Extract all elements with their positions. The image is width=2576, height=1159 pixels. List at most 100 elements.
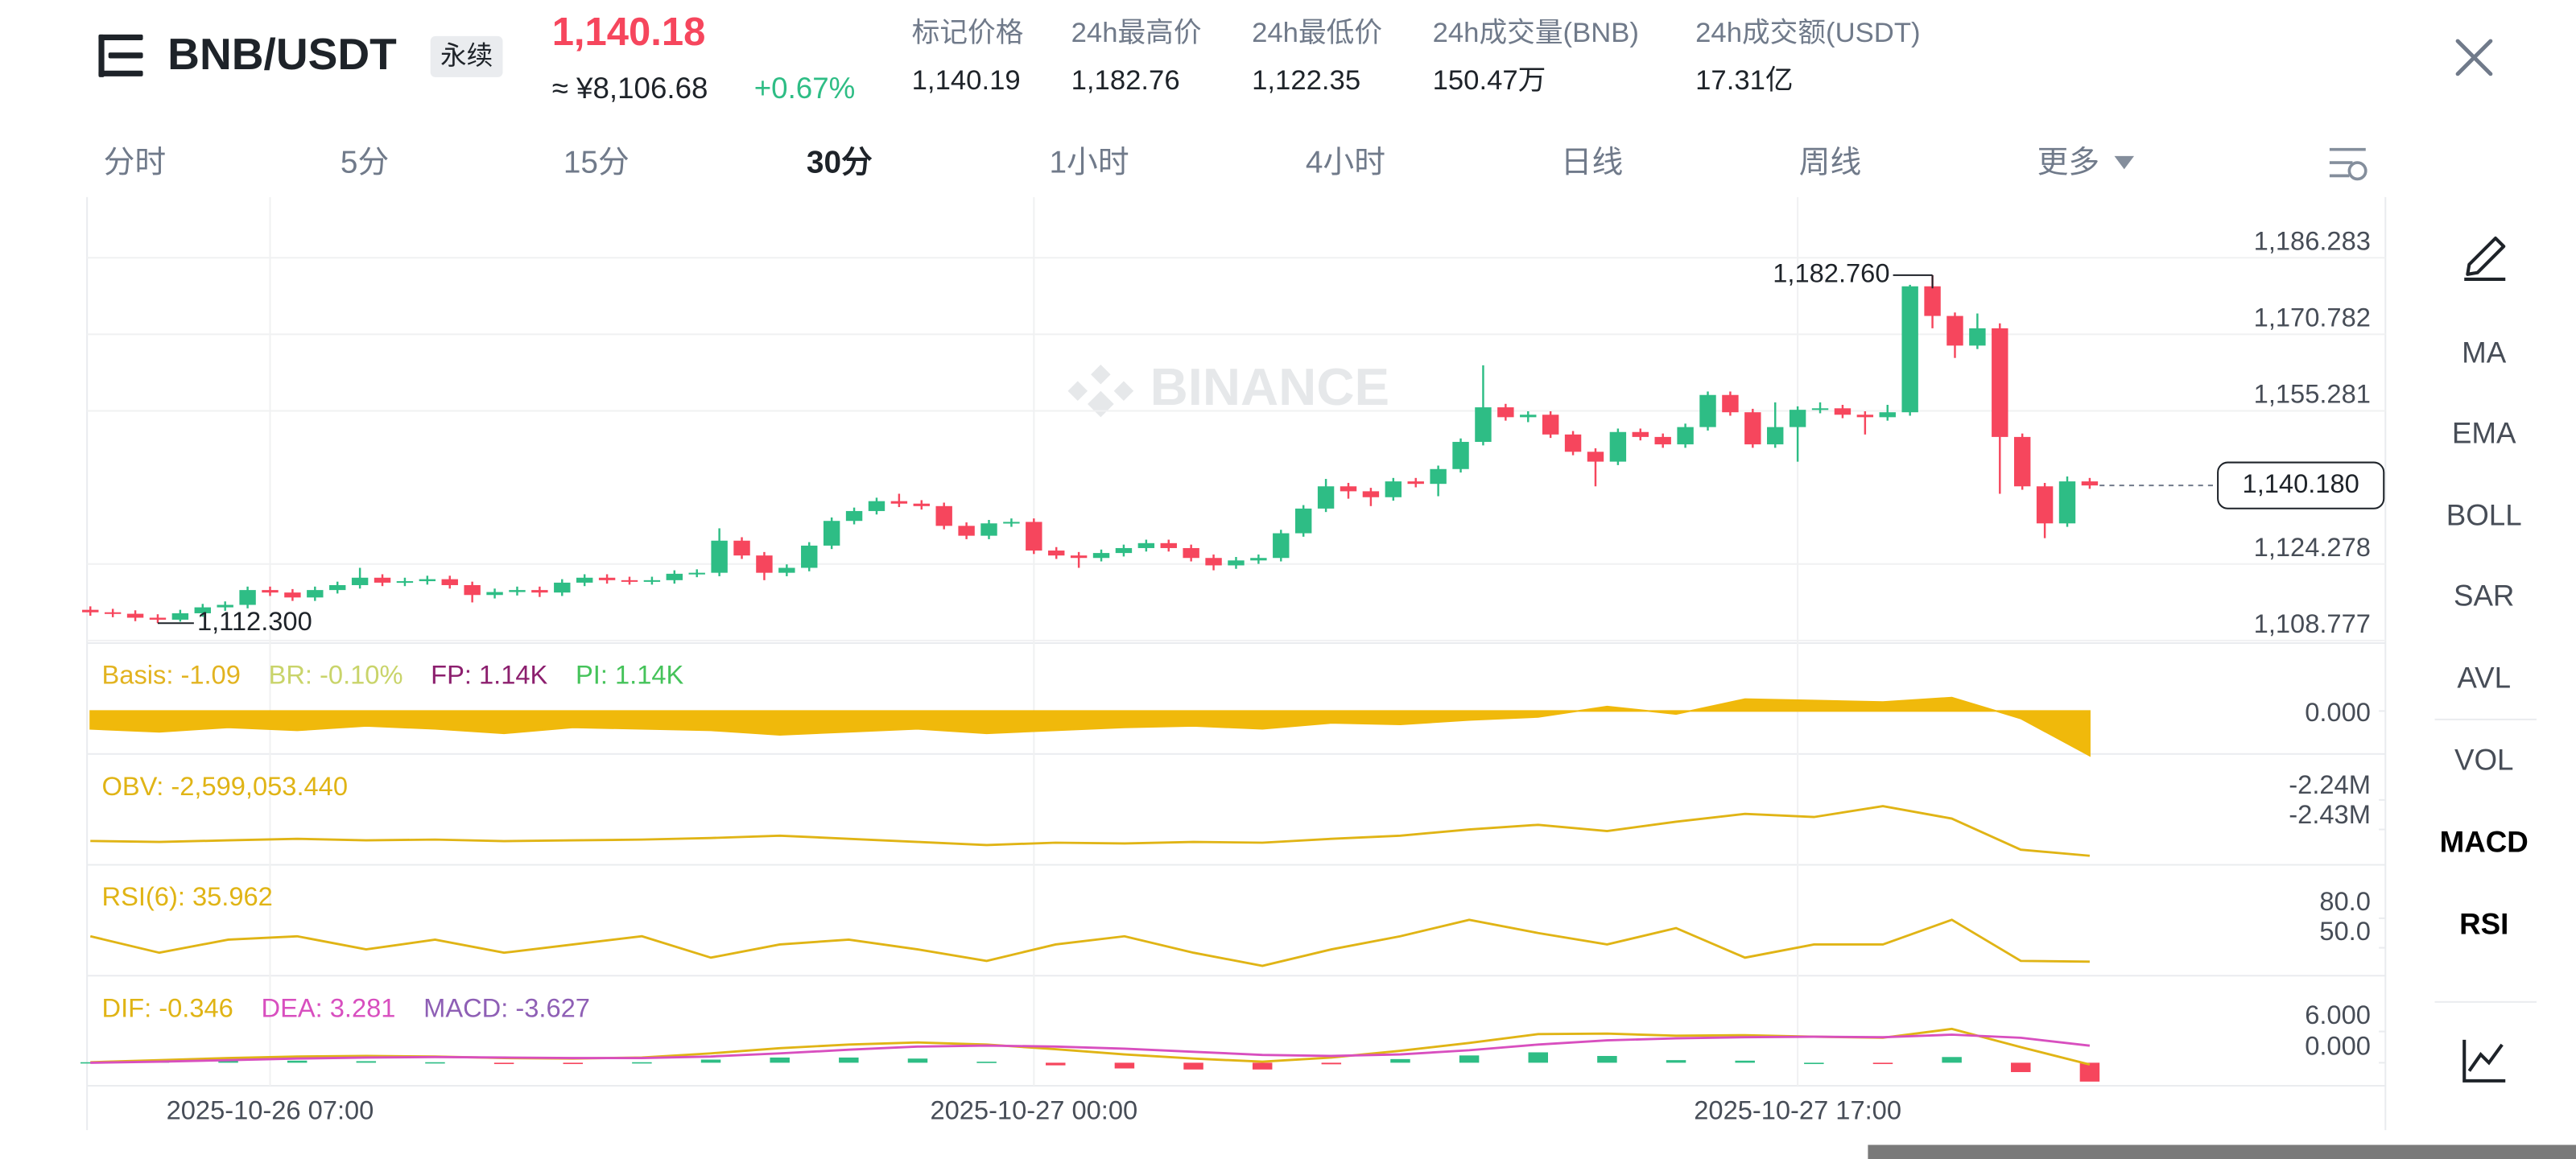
candle-body — [2013, 436, 2031, 487]
candle-body — [1452, 442, 1469, 469]
macd-bar — [700, 1059, 721, 1063]
panel-separators — [87, 641, 2386, 1087]
candle-body — [1497, 407, 1514, 418]
candle-body — [1228, 560, 1245, 566]
chart-settings-icon[interactable] — [2329, 147, 2368, 181]
candle-body — [239, 590, 256, 605]
candle-body — [1744, 412, 1761, 445]
candle-body — [823, 521, 840, 546]
indicator-legend: DIF: -0.346 — [102, 993, 233, 1023]
candle-body — [1609, 431, 1627, 462]
close-button[interactable] — [2455, 39, 2493, 76]
candle-body — [1520, 415, 1537, 418]
menu-icon[interactable] — [98, 34, 143, 77]
interval-tab[interactable]: 5分 — [341, 145, 389, 179]
macd-bar — [1528, 1052, 1549, 1063]
candle-body — [1385, 481, 1402, 497]
macd-bar — [632, 1062, 652, 1064]
candle-body — [194, 607, 211, 613]
stat-label: 24h最低价 — [1252, 18, 1382, 48]
indicator-option[interactable]: AVL — [2457, 662, 2511, 695]
candle-body — [1834, 408, 1852, 415]
contract-badge — [430, 35, 503, 77]
indicator-option[interactable]: RSI — [2459, 908, 2508, 941]
candle-body — [262, 590, 279, 593]
indicator-option[interactable]: SAR — [2454, 580, 2515, 612]
interval-tab[interactable]: 日线 — [1561, 145, 1624, 179]
candle-body — [554, 582, 571, 593]
macd-bar — [563, 1062, 583, 1065]
interval-tab[interactable]: 30分 — [807, 145, 873, 179]
indicator-option[interactable]: BOLL — [2446, 499, 2522, 532]
macd-bar — [1666, 1060, 1686, 1063]
candle-body — [1092, 553, 1110, 559]
candle-body — [890, 501, 908, 504]
candle-body — [284, 592, 301, 598]
macd-line — [90, 1033, 2091, 1064]
candle-body — [868, 501, 886, 511]
candle-body — [1340, 486, 1357, 492]
candle-body — [1362, 491, 1380, 497]
stat-label: 24h成交量(BNB) — [1433, 17, 1639, 48]
candle-body — [396, 581, 414, 584]
candle-body — [2036, 486, 2054, 524]
candle-body — [756, 555, 773, 573]
y-tick-label: 0.000 — [2305, 1031, 2371, 1061]
indicator-legend: FP: 1.14K — [431, 659, 547, 689]
chart-style-icon[interactable] — [2462, 1039, 2506, 1083]
macd-bar — [287, 1060, 308, 1063]
candle-body — [374, 577, 391, 583]
scroll-indicator — [1868, 1145, 2576, 1159]
candle-body — [126, 613, 144, 618]
candle-body — [1026, 522, 1042, 551]
macd-bar — [2079, 1062, 2100, 1082]
candle-body — [1654, 436, 1671, 445]
interval-tab[interactable]: 1小时 — [1050, 145, 1129, 179]
stat-value: 150.47万 — [1433, 65, 1546, 96]
y-tick-label: 1,155.281 — [2254, 379, 2371, 409]
indicator-option[interactable]: MA — [2462, 336, 2507, 369]
indicator-legend: DEA: 3.281 — [262, 993, 396, 1023]
indicator-legend: PI: 1.14K — [576, 659, 684, 689]
candle-body — [1856, 415, 1874, 418]
stats: 标记价格 1,140.19 24h最高价 1,182.76 24h最低价 1,122.35… — [912, 17, 1921, 96]
x-tick-label: 2025-10-26 07:00 — [167, 1095, 374, 1124]
candle-body — [1722, 394, 1739, 413]
indicator-option[interactable]: VOL — [2454, 744, 2513, 777]
candle-body — [1542, 415, 1559, 435]
candle-body — [1070, 555, 1088, 559]
macd-bar — [1459, 1055, 1480, 1063]
indicator-line — [90, 805, 2091, 857]
x-tick-label: 2025-10-27 17:00 — [1694, 1095, 1901, 1124]
candle-body — [307, 590, 324, 598]
symbol[interactable]: BNB/USDT — [167, 29, 397, 79]
candle-body — [1183, 547, 1199, 559]
draw-tool-icon[interactable] — [2464, 236, 2506, 281]
watermark-logo — [1067, 365, 1134, 418]
stat-label: 24h成交额(USDT) — [1695, 17, 1920, 48]
candle-body — [486, 592, 503, 596]
macd-bar — [1183, 1062, 1203, 1070]
macd-bar — [1114, 1062, 1135, 1069]
more-arrow — [2114, 155, 2135, 170]
candle-body — [1789, 410, 1806, 427]
macd-bar — [493, 1062, 514, 1065]
interval-tab[interactable]: 周线 — [1799, 145, 1862, 179]
candle-body — [1587, 452, 1604, 462]
interval-tab[interactable]: 4小时 — [1306, 145, 1385, 179]
interval-tab[interactable]: 分时 — [104, 145, 167, 179]
candle-body — [1294, 508, 1312, 534]
stat-value: 1,122.35 — [1252, 65, 1360, 96]
candle-body — [778, 567, 795, 573]
interval-tab[interactable]: 15分 — [564, 145, 630, 179]
basis-area — [89, 696, 2091, 757]
indicator-legend: MACD: -3.627 — [423, 993, 590, 1023]
indicator-option[interactable]: MACD — [2440, 826, 2529, 859]
interval-tab[interactable]: 更多 — [2037, 145, 2100, 179]
candle-body — [171, 612, 189, 620]
macd-bar — [80, 1062, 101, 1064]
indicator-option[interactable]: EMA — [2452, 417, 2516, 450]
candle-body — [688, 572, 705, 575]
candle-body — [1811, 408, 1829, 410]
